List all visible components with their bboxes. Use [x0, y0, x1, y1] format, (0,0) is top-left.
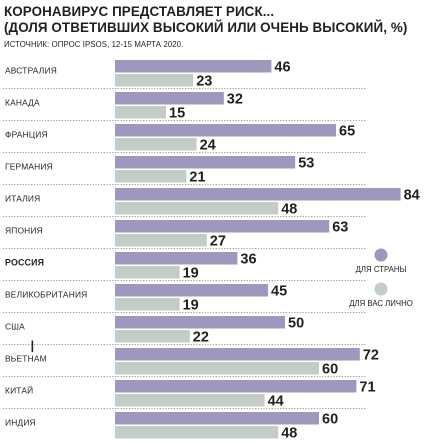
row-10-value-personal: 60 [322, 362, 338, 378]
row-4-bar-personal [115, 170, 187, 183]
row-8-bar-personal [115, 298, 180, 311]
row-3-category-label: ФРАНЦИЯ [5, 130, 48, 140]
chart-title-line-1: КОРОНАВИРУС ПРЕДСТАВЛЯЕТ РИСК... [4, 4, 275, 19]
row-11-value-country: 71 [359, 380, 375, 396]
text-cursor-icon: I [30, 337, 35, 356]
row-7-value-country: 36 [240, 252, 256, 268]
row-5-value-personal: 48 [281, 202, 297, 218]
row-3-value-country: 65 [339, 124, 355, 140]
row-8-value-personal: 19 [183, 298, 199, 314]
row-2-category-label: КАНАДА [5, 98, 40, 108]
row-12-value-personal: 48 [281, 426, 297, 442]
row-6-value-country: 63 [332, 220, 348, 236]
row-11-bar-country [115, 380, 357, 393]
row-10-bar-personal [115, 362, 319, 375]
row-9-value-country: 50 [288, 316, 304, 332]
row-3-bar-personal [115, 138, 197, 151]
row-1-value-country: 46 [274, 60, 290, 76]
row-6-bar-country [115, 220, 330, 233]
row-12-bar-country [115, 412, 319, 425]
row-5-value-country: 84 [404, 188, 420, 204]
row-9-bar-personal [115, 330, 190, 343]
row-12-category-label: ИНДИЯ [5, 418, 36, 428]
legend-swatch-personal [374, 282, 388, 296]
chart-source: ИСТОЧНИК: ОПРОС IPSOS, 12-15 МАРТА 2020. [4, 40, 184, 49]
row-8-bar-country [115, 284, 268, 297]
legend-label-country: ДЛЯ СТРАНЫ [356, 265, 407, 274]
row-2-bar-country [115, 92, 224, 105]
row-8-value-country: 45 [271, 284, 287, 300]
row-5-bar-personal [115, 202, 279, 215]
row-4-value-country: 53 [298, 156, 314, 172]
chart-title: КОРОНАВИРУС ПРЕДСТАВЛЯЕТ РИСК... (ДОЛЯ О… [4, 4, 434, 36]
row-4-category-label: ГЕРМАНИЯ [5, 162, 53, 172]
row-6-value-personal: 27 [210, 234, 226, 250]
row-12-value-country: 60 [322, 412, 338, 428]
row-12-bar-personal [115, 426, 279, 439]
row-11-category-label: КИТАЙ [5, 385, 33, 396]
legend-swatch-country [374, 248, 388, 262]
row-10-bar-country [115, 348, 360, 361]
row-7-bar-country [115, 252, 238, 265]
row-10-category-label: ВЬЕТНАМ [5, 354, 47, 364]
row-7-bar-personal [115, 266, 180, 279]
row-6-bar-personal [115, 234, 207, 247]
row-1-bar-personal [115, 74, 194, 87]
row-2-value-country: 32 [227, 92, 243, 108]
row-9-bar-country [115, 316, 285, 329]
row-9-category-label: США [5, 322, 25, 332]
row-4-value-personal: 21 [189, 170, 205, 186]
row-1-category-label: АВСТРАЛИЯ [5, 66, 57, 76]
row-7-category-label: РОССИЯ [5, 258, 44, 268]
row-1-value-personal: 23 [196, 74, 212, 90]
row-4-bar-country [115, 156, 296, 169]
row-9-value-personal: 22 [193, 330, 209, 346]
row-1-bar-country [115, 60, 272, 73]
row-8-category-label: ВЕЛИКОБРИТАНИЯ [5, 290, 87, 300]
legend-label-personal: ДЛЯ ВАС ЛИЧНО [349, 299, 413, 308]
row-5-bar-country [115, 188, 401, 201]
row-11-bar-personal [115, 394, 265, 407]
row-2-bar-personal [115, 106, 166, 119]
row-6-category-label: ЯПОНИЯ [5, 226, 43, 236]
row-7-value-personal: 19 [183, 266, 199, 282]
row-5-category-label: ИТАЛИЯ [5, 194, 40, 204]
chart-title-line-2: (ДОЛЯ ОТВЕТИВШИХ ВЫСОКИЙ ИЛИ ОЧЕНЬ ВЫСОК… [4, 20, 408, 35]
row-3-value-personal: 24 [200, 138, 216, 154]
row-2-value-personal: 15 [169, 106, 185, 122]
row-11-value-personal: 44 [268, 394, 284, 410]
row-10-value-country: 72 [363, 348, 379, 364]
row-3-bar-country [115, 124, 336, 137]
